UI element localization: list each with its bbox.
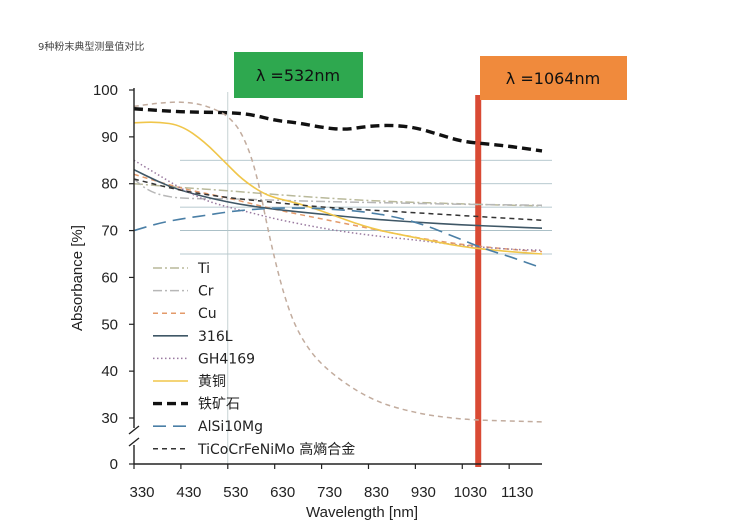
legend-label-铁矿石: 铁矿石 bbox=[198, 397, 240, 413]
legend-label-黄铜: 黄铜 bbox=[198, 373, 226, 390]
axis-layer: 0 30 40 50 60 70 80 90 100 330 430 530 630 730 830 930 1… bbox=[93, 82, 542, 501]
y-tick-label: 80 bbox=[101, 176, 118, 193]
y-axis-label: Absorbance [%] bbox=[69, 225, 86, 331]
y-tick-label: 70 bbox=[101, 223, 118, 240]
y-tick-label: 0 bbox=[110, 456, 118, 473]
marker-1064-label: λ =1064nm bbox=[506, 69, 600, 88]
x-tick-label: 1030 bbox=[454, 484, 487, 501]
legend-label-cr: Cr bbox=[198, 284, 214, 300]
x-axis-label: Wavelength [nm] bbox=[306, 504, 418, 521]
x-tick-label: 430 bbox=[176, 484, 201, 501]
legend-label-ticocrfenimo-高熵合金: TiCoCrFeNiMo 高熵合金 bbox=[197, 441, 355, 458]
marker-532-badge bbox=[234, 52, 363, 98]
series-line-cr bbox=[133, 178, 543, 207]
series-line-cu bbox=[133, 173, 543, 253]
y-tick-label: 60 bbox=[101, 269, 118, 286]
x-tick-label: 730 bbox=[317, 484, 342, 501]
legend-label-cu: Cu bbox=[198, 306, 217, 322]
legend-label-316l: 316L bbox=[198, 329, 233, 345]
y-tick-label: 40 bbox=[101, 363, 118, 380]
y-tick-label: 50 bbox=[101, 316, 118, 333]
x-tick-label: 930 bbox=[411, 484, 436, 501]
legend-label-gh4169: GH4169 bbox=[198, 351, 255, 367]
axis-break-mark bbox=[128, 437, 140, 447]
series-line-alsi10mg bbox=[133, 207, 543, 269]
series-line-unlabeled-9 bbox=[133, 101, 543, 423]
series-line-黄铜 bbox=[133, 121, 543, 255]
wavelength-markers: λ =532nm λ =1064nm bbox=[234, 52, 627, 467]
marker-532-label: λ =532nm bbox=[256, 66, 340, 85]
figure-caption: 9种粉末典型测量值对比 bbox=[38, 42, 145, 53]
marker-1064-line bbox=[475, 95, 482, 467]
x-tick-label: 630 bbox=[270, 484, 295, 501]
legend-label-ti: Ti bbox=[197, 261, 210, 277]
x-tick-label: 530 bbox=[223, 484, 248, 501]
series-line-ti bbox=[133, 182, 543, 207]
legend-label-alsi10mg: AlSi10Mg bbox=[198, 419, 263, 435]
series-line-gh4169 bbox=[133, 159, 543, 252]
marker-1064-badge bbox=[480, 56, 627, 100]
series-line-铁矿石 bbox=[133, 107, 543, 153]
x-tick-label: 330 bbox=[129, 484, 154, 501]
y-tick-label: 90 bbox=[101, 129, 118, 146]
series-line-316l bbox=[133, 168, 543, 230]
x-tick-label: 1130 bbox=[501, 484, 533, 501]
x-tick-label: 830 bbox=[364, 484, 389, 501]
y-tick-label: 100 bbox=[93, 82, 118, 99]
series-line-ticocrfenimo-高熵合金 bbox=[133, 178, 543, 222]
axis-break-mark bbox=[128, 425, 140, 435]
y-tick-label: 30 bbox=[101, 410, 118, 427]
series-layer bbox=[133, 101, 543, 423]
grid-layer bbox=[180, 92, 552, 464]
